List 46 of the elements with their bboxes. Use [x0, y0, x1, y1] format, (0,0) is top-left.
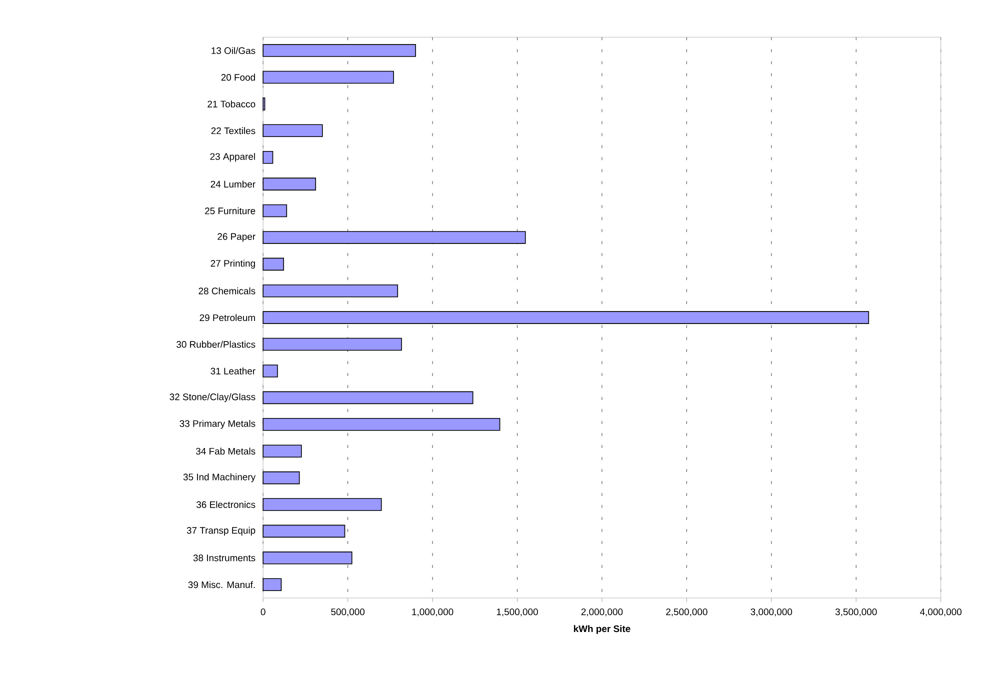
- y-tick-label: 39 Misc. Manuf.: [188, 581, 255, 588]
- y-tick-label: 24 Lumber: [210, 180, 256, 188]
- y-tick-label: 13 Oil/Gas: [212, 47, 256, 54]
- x-tick-label: 3,500,000: [835, 608, 877, 616]
- y-tick-label: 38 Instruments: [193, 554, 256, 562]
- bar: [262, 284, 398, 298]
- y-tick-label: 32 Stone/Clay/Glass: [170, 393, 256, 402]
- y-tick-label: 22 Textiles: [211, 127, 256, 134]
- bar: [262, 178, 316, 190]
- bar: [262, 498, 382, 511]
- bar: [262, 150, 274, 164]
- bar: [262, 444, 302, 458]
- bar: [262, 364, 278, 378]
- y-tick-label: 27 Printing: [210, 260, 255, 269]
- y-tick-label: 37 Transp Equip: [186, 526, 256, 536]
- y-tick-label: 34 Fab Metals: [196, 448, 256, 455]
- x-tick-label: 500,000: [331, 608, 365, 616]
- y-tick-label: 23 Apparel: [210, 152, 255, 162]
- y-tick-label: 20 Food: [221, 74, 255, 81]
- y-tick-label: 30 Rubber/Plastics: [176, 340, 256, 348]
- bar: [262, 524, 346, 538]
- y-tick-label: 28 Chemicals: [198, 287, 256, 294]
- y-tick-label: 35 Ind Machinery: [183, 473, 256, 482]
- y-tick-label: 31 Leather: [210, 367, 256, 374]
- x-tick-label: 2,000,000: [581, 608, 623, 616]
- bar: [262, 578, 282, 591]
- y-tick-label: 25 Furniture: [205, 207, 256, 214]
- y-tick-label: 36 Electronics: [196, 500, 256, 508]
- y-tick-label: 26 Paper: [218, 233, 256, 242]
- bar: [262, 204, 288, 218]
- bar: [262, 471, 300, 484]
- bar: [262, 124, 323, 137]
- x-tick-label: 1,000,000: [412, 608, 454, 616]
- x-tick-label: 3,000,000: [750, 608, 792, 616]
- y-tick-label: 29 Petroleum: [200, 314, 255, 321]
- x-tick-label: 0: [260, 608, 266, 616]
- bar: [262, 44, 416, 57]
- x-tick-label: 4,000,000: [920, 608, 962, 616]
- bar: [262, 258, 284, 270]
- x-tick-label: 2,500,000: [666, 608, 708, 616]
- bar: [262, 418, 500, 431]
- x-tick-label: 1,500,000: [496, 608, 538, 616]
- y-tick-label: 33 Primary Metals: [180, 420, 256, 429]
- bar: [262, 391, 474, 404]
- x-axis-title: kWh per Site: [574, 625, 630, 634]
- y-tick-label: 21 Tobacco: [208, 100, 256, 108]
